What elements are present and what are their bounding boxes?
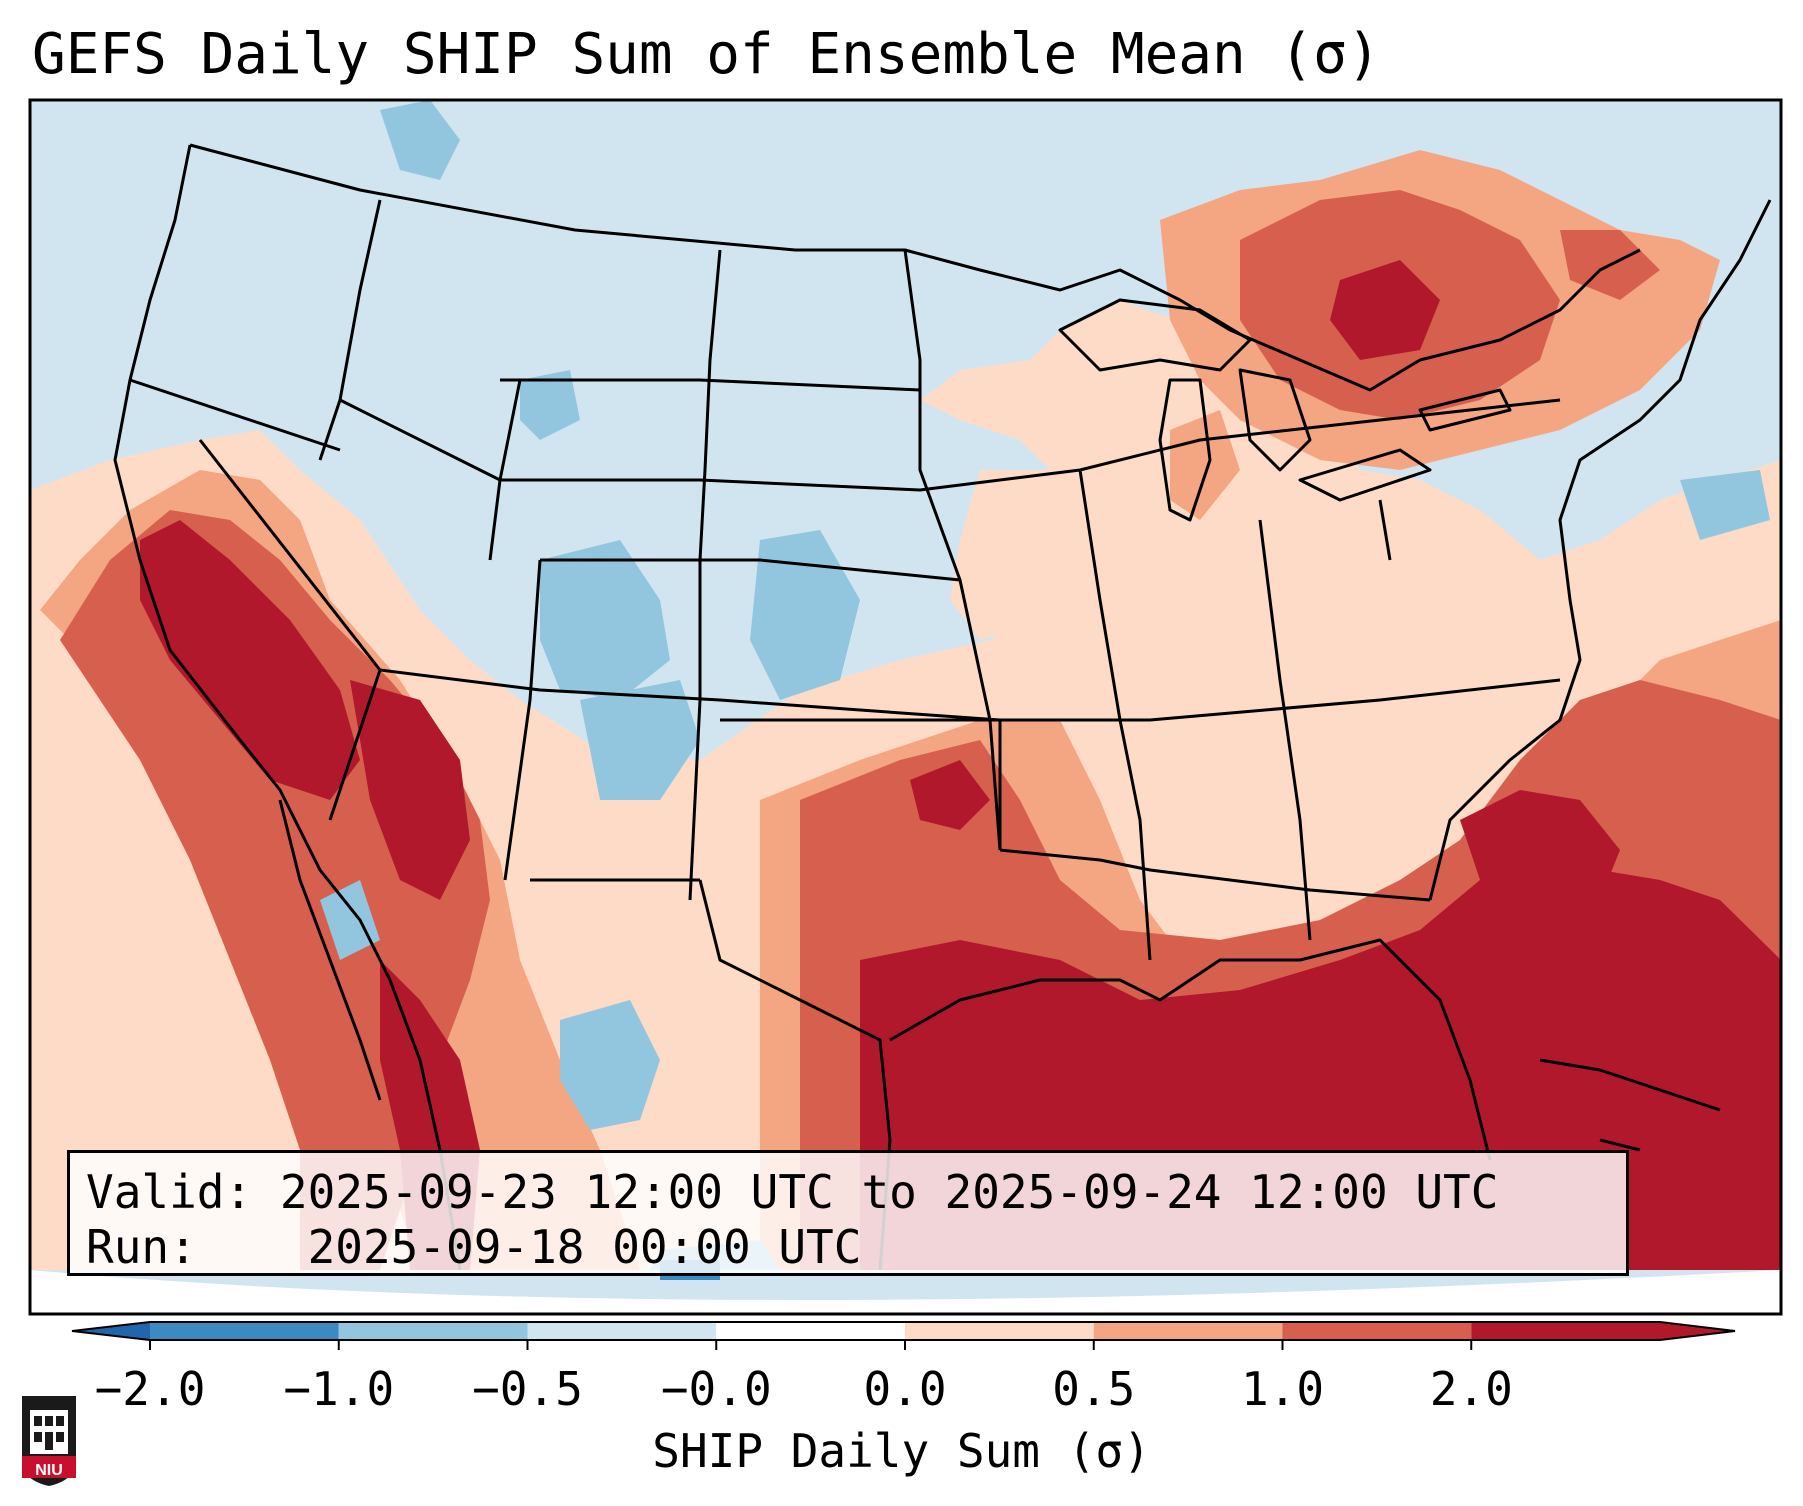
colorbar-tick-label: −0.0 bbox=[660, 1362, 772, 1416]
off-domain-area bbox=[30, 1270, 1781, 1314]
colorbar-tick-label: 0.5 bbox=[1052, 1362, 1136, 1416]
colorbar-tick-label: 0.0 bbox=[863, 1362, 947, 1416]
colorbar-tick-label: 2.0 bbox=[1429, 1362, 1513, 1416]
colorbar-tick-label: 1.0 bbox=[1240, 1362, 1325, 1416]
colorbar-extend-high bbox=[1660, 1322, 1735, 1340]
valid-value: 2025-09-23 12:00 UTC to 2025-09-24 12:00… bbox=[279, 1165, 1499, 1219]
colorbar-tick-label: −2.0 bbox=[94, 1362, 206, 1416]
colorbar-segment bbox=[338, 1322, 528, 1340]
colorbar-segment bbox=[1093, 1322, 1283, 1340]
validity-info-box: Valid: 2025-09-23 12:00 UTC to 2025-09-2… bbox=[67, 1150, 1629, 1276]
colorbar-segment bbox=[1282, 1322, 1472, 1340]
valid-label: Valid: bbox=[86, 1165, 253, 1219]
colorbar-segment bbox=[905, 1322, 1094, 1340]
run-value: 2025-09-18 00:00 UTC bbox=[307, 1220, 862, 1274]
colorbar-segment bbox=[150, 1322, 339, 1340]
colorbar-extend-low bbox=[72, 1322, 150, 1340]
niu-logo: NIU bbox=[18, 1390, 80, 1486]
run-label: Run: bbox=[86, 1220, 197, 1274]
chart-title: GEFS Daily SHIP Sum of Ensemble Mean (σ) bbox=[32, 22, 1381, 87]
colorbar-segment bbox=[716, 1322, 905, 1340]
light-blue-areas bbox=[320, 100, 1770, 1270]
colorbar-segment bbox=[527, 1322, 717, 1340]
colorbar-tick-label: −1.0 bbox=[283, 1362, 395, 1416]
boundary-lines bbox=[113, 143, 1772, 1271]
map-frame bbox=[28, 98, 1783, 1316]
colorbar-label: SHIP Daily Sum (σ) bbox=[652, 1424, 1151, 1478]
colorbar-segment bbox=[1471, 1322, 1660, 1340]
colorbar-tick-label: −0.5 bbox=[472, 1362, 583, 1416]
